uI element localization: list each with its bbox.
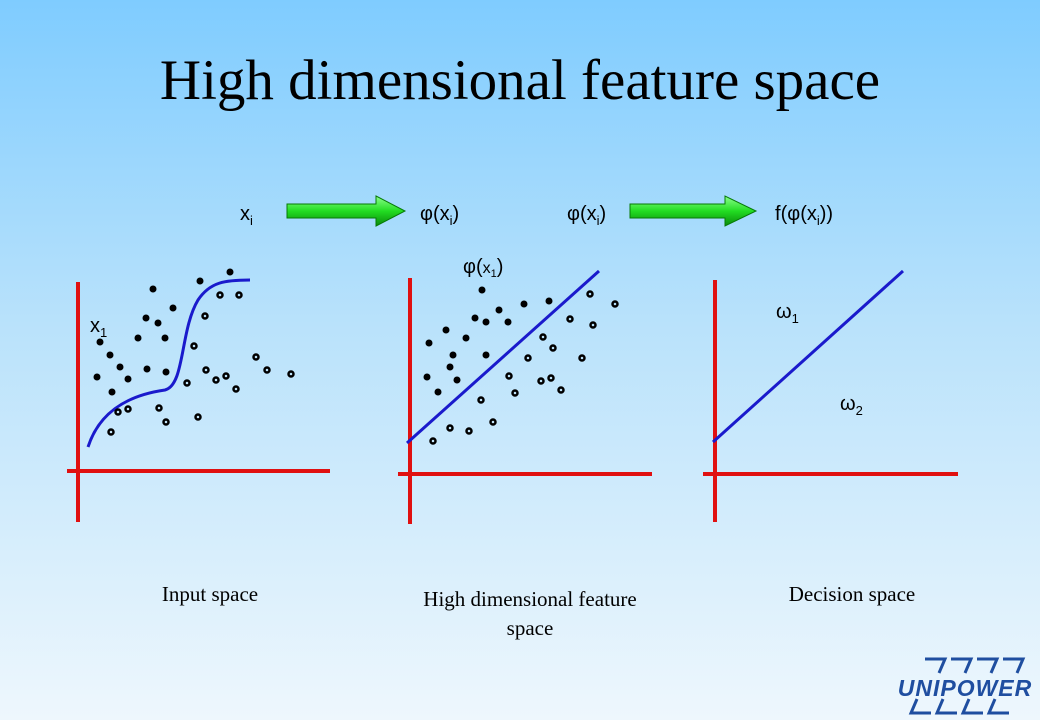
label-phi-xi-1: φ(xi) xyxy=(420,203,459,228)
decision-class2-label: ω2 xyxy=(840,393,863,418)
panel-feature-space: φ(x1) xyxy=(398,256,652,524)
caption-feature-line1: High dimensional feature xyxy=(423,587,637,611)
map-arrow-1 xyxy=(286,195,407,227)
unipower-logo: UNIPOWER xyxy=(895,655,1035,715)
input-class1-points xyxy=(93,268,234,396)
label-xi: xi xyxy=(240,203,253,228)
feature-class2-points xyxy=(429,290,619,445)
logo-stripes xyxy=(908,657,1026,715)
input-decision-curve xyxy=(86,278,251,448)
decision-boundary xyxy=(711,269,905,444)
slide-title: High dimensional feature space xyxy=(159,49,881,112)
caption-decision-space: Decision space xyxy=(788,582,916,606)
input-point-label: x1 xyxy=(90,315,107,340)
input-class2-points xyxy=(107,291,295,436)
map-arrow-2 xyxy=(629,195,758,227)
logo-text: UNIPOWER xyxy=(897,675,1033,701)
label-phi-xi-2: φ(xi) xyxy=(567,203,606,228)
caption-feature-space: High dimensional feature space xyxy=(380,585,680,644)
feature-linear-boundary xyxy=(405,269,601,445)
feature-point-label: φ(x1) xyxy=(463,256,503,280)
caption-feature-line2: space xyxy=(506,616,554,641)
decision-class1-label: ω1 xyxy=(776,301,799,326)
panel-decision-space: ω1 ω2 xyxy=(703,269,958,522)
panel-input-space: x1 xyxy=(67,268,330,522)
caption-input-space: Input space xyxy=(161,582,259,606)
feature-class1-points xyxy=(423,286,553,396)
label-f-phi-xi: f(φ(xi)) xyxy=(775,203,833,228)
